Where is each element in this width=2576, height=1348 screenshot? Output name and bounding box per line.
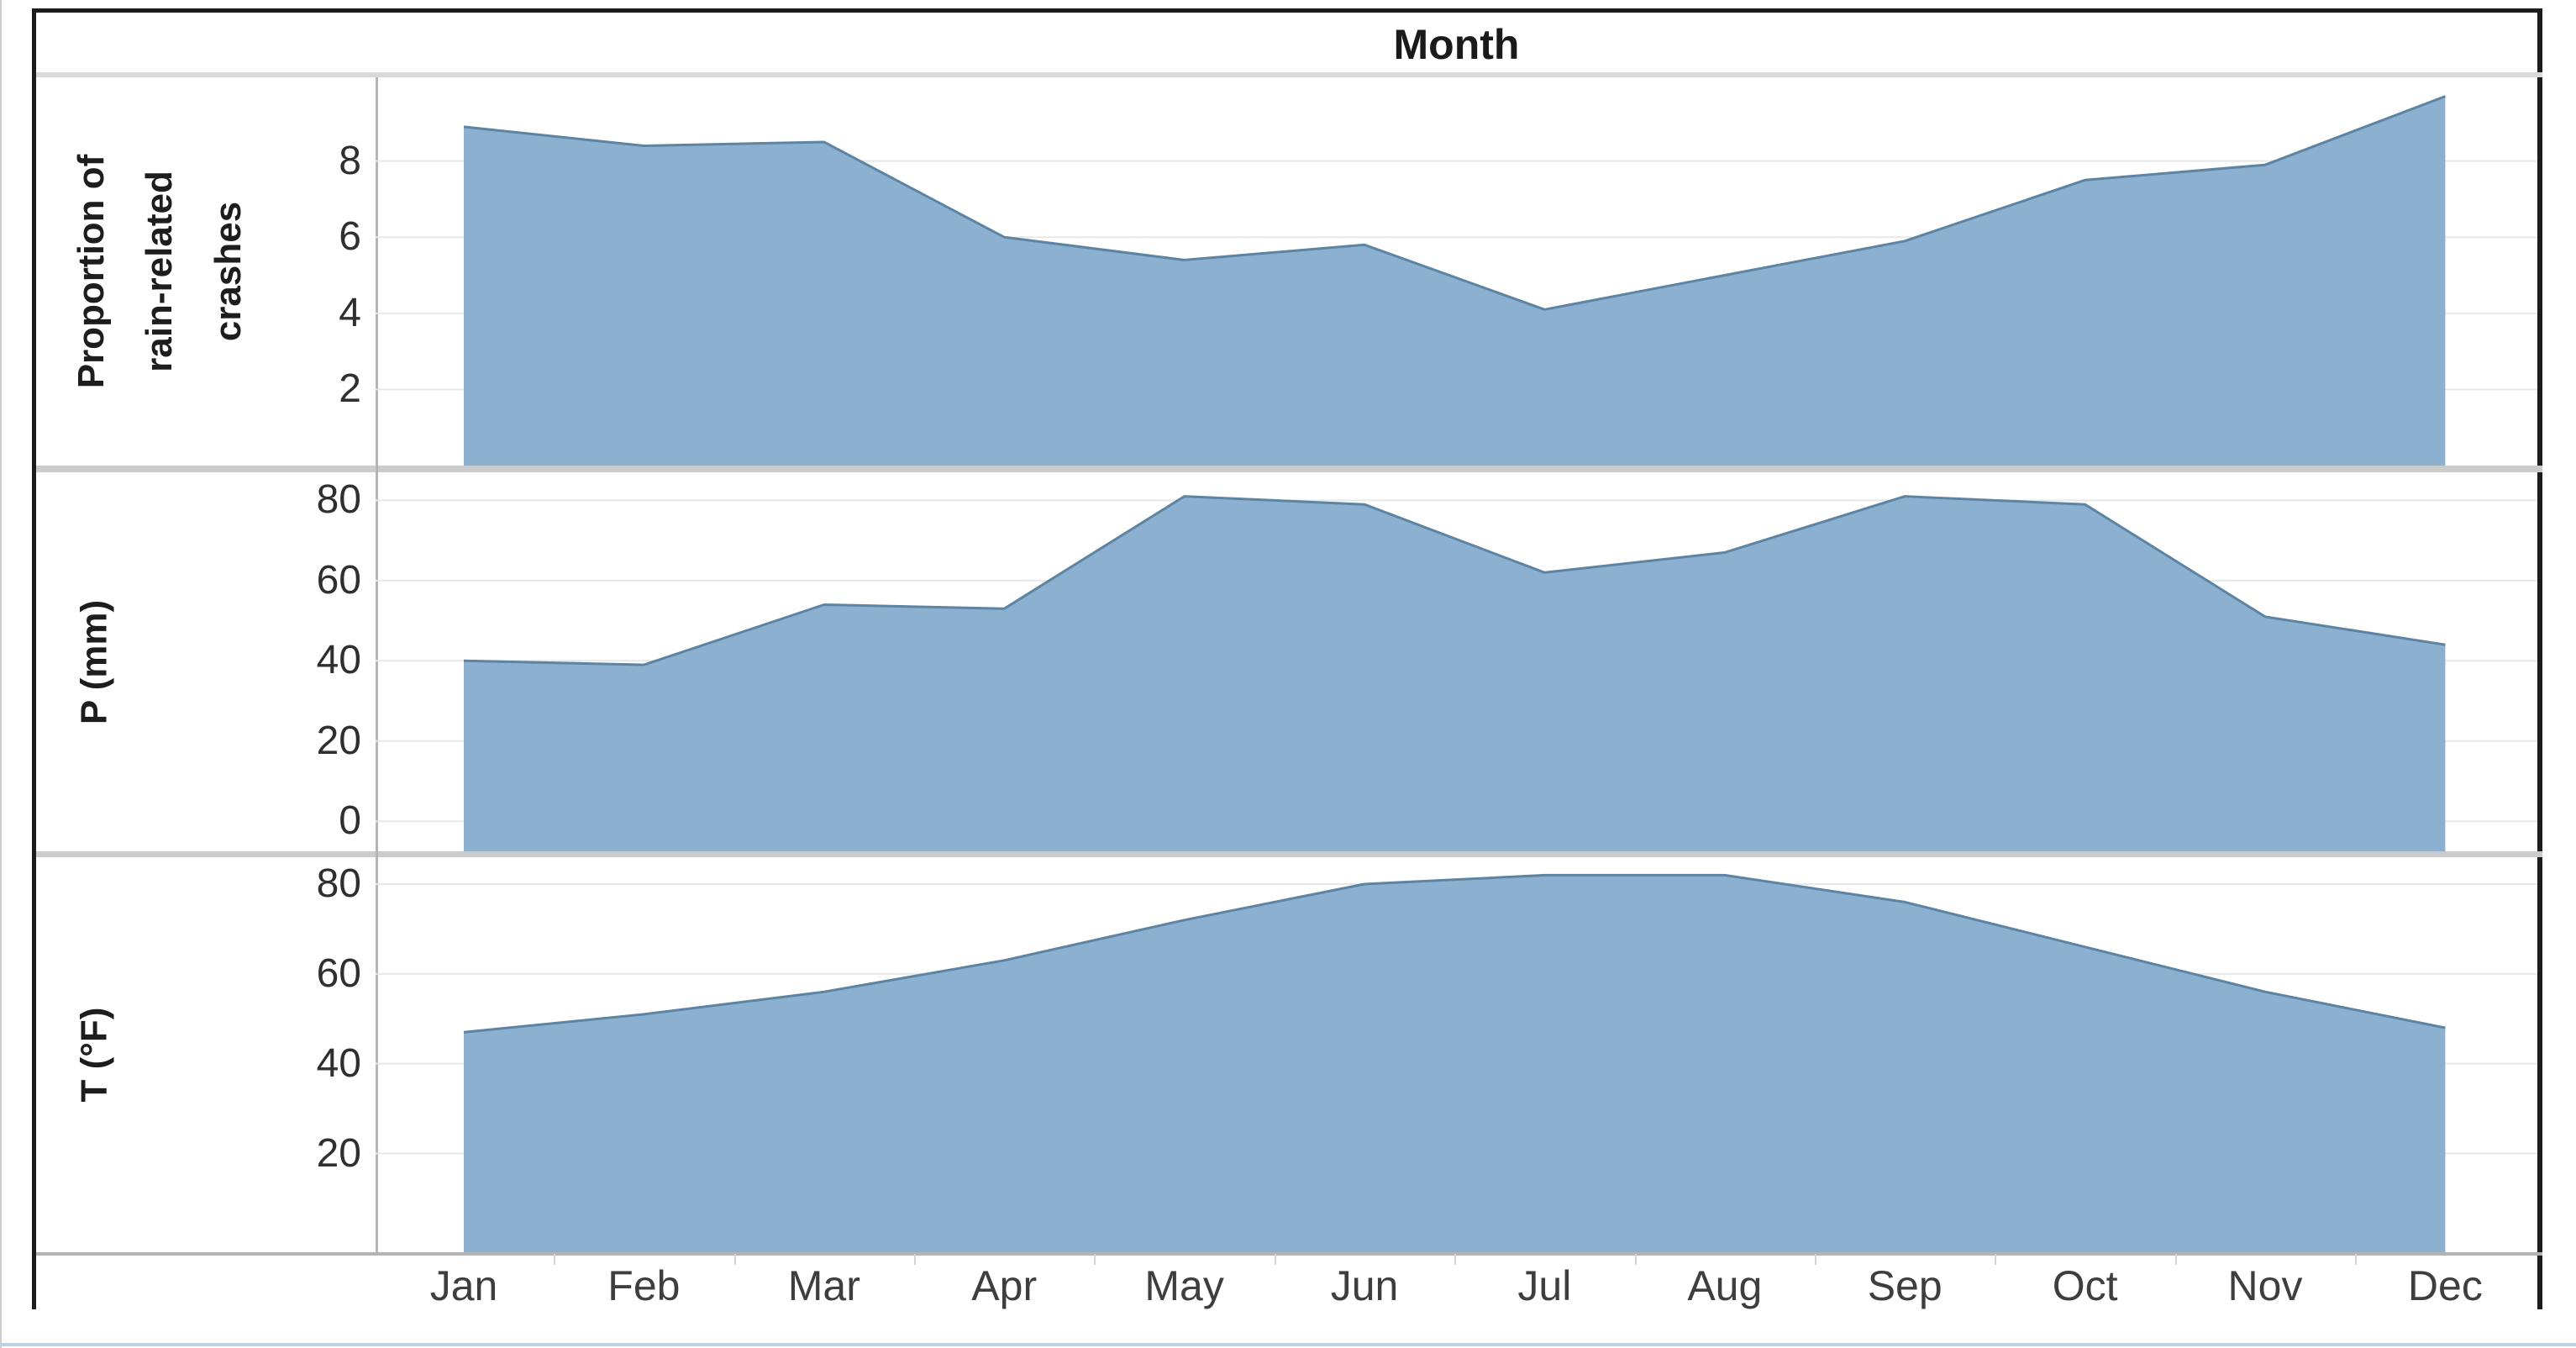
- area-edge-line: [463, 95, 2446, 311]
- y-axis-label-temperature: T (°F): [60, 1008, 128, 1103]
- y-tick-label: 4: [339, 290, 361, 335]
- y-tick-label: 80: [316, 477, 361, 523]
- month-tick-label: Mar: [787, 1262, 860, 1309]
- month-tick-label: Aug: [1687, 1262, 1763, 1309]
- y-tick-label: 40: [316, 1040, 361, 1086]
- x-axis-title: Month: [1393, 21, 1520, 68]
- month-tick-label: Nov: [2227, 1262, 2303, 1309]
- month-tick-label: Jun: [1330, 1262, 1399, 1309]
- month-tick-label: Feb: [607, 1262, 681, 1309]
- y-axis-label-crashes: Proportion of rain-related crashes: [57, 155, 262, 389]
- area-series: [464, 496, 2446, 851]
- y-axis-label-line: Proportion of: [70, 154, 112, 389]
- x-band-tick: [1815, 1254, 1816, 1265]
- x-band-tick: [1454, 1254, 1457, 1265]
- y-axis-label-precipitation: P (mm): [60, 599, 128, 724]
- x-band-tick: [1995, 1254, 1997, 1265]
- y-axis-label-line: crashes: [207, 201, 249, 342]
- y-tick-label: 60: [316, 557, 361, 603]
- x-band-tick: [914, 1254, 916, 1265]
- month-tick-label: Jul: [1517, 1262, 1572, 1309]
- panel-precipitation: [376, 495, 2537, 851]
- bottom-accent-line: [0, 1343, 2576, 1346]
- y-tick-label: 80: [316, 861, 361, 907]
- area-edge-line: [463, 495, 2446, 666]
- x-band-tick: [554, 1254, 556, 1265]
- frame-right: [2537, 8, 2542, 1309]
- x-band-tick: [733, 1254, 736, 1265]
- panel-divider-2: [36, 851, 2542, 857]
- y-tick-label: 0: [339, 798, 361, 844]
- month-tick-label: Apr: [971, 1262, 1038, 1309]
- y-tick-label: 6: [339, 214, 361, 260]
- month-tick-label: Dec: [2407, 1262, 2483, 1309]
- month-tick-label: Jan: [429, 1262, 498, 1309]
- month-tick-label: Sep: [1867, 1262, 1943, 1309]
- area-edge-line: [463, 873, 2446, 1034]
- y-tick-label: 2: [339, 366, 361, 412]
- y-tick-label: 60: [316, 950, 361, 996]
- x-band-tick: [2174, 1254, 2177, 1265]
- area-series: [464, 96, 2446, 466]
- x-band-tick: [1274, 1254, 1276, 1265]
- y-axis-label-line: rain-related: [139, 171, 181, 372]
- x-axis-line: [36, 1252, 2542, 1256]
- title-separator: [36, 72, 2542, 77]
- frame-left: [32, 8, 36, 1309]
- left-edge-hairline: [0, 0, 2, 1348]
- y-axis-label-line: P (mm): [73, 599, 115, 724]
- x-band-tick: [1094, 1254, 1096, 1265]
- area-series: [464, 875, 2446, 1252]
- panel-temperature: [376, 873, 2537, 1252]
- panel-crashes: [376, 95, 2537, 466]
- y-axis-line: [376, 77, 378, 1256]
- x-band-tick: [1634, 1254, 1637, 1265]
- x-band-tick: [2355, 1254, 2358, 1265]
- y-tick-label: 20: [316, 718, 361, 763]
- month-tick-label: Oct: [2052, 1262, 2118, 1309]
- frame-top: [32, 8, 2542, 13]
- panel-divider-1: [36, 466, 2542, 472]
- y-tick-label: 8: [339, 138, 361, 183]
- y-axis-label-line: T (°F): [73, 1007, 115, 1103]
- y-tick-label: 40: [316, 638, 361, 683]
- y-tick-label: 20: [316, 1130, 361, 1176]
- month-tick-label: May: [1144, 1262, 1224, 1309]
